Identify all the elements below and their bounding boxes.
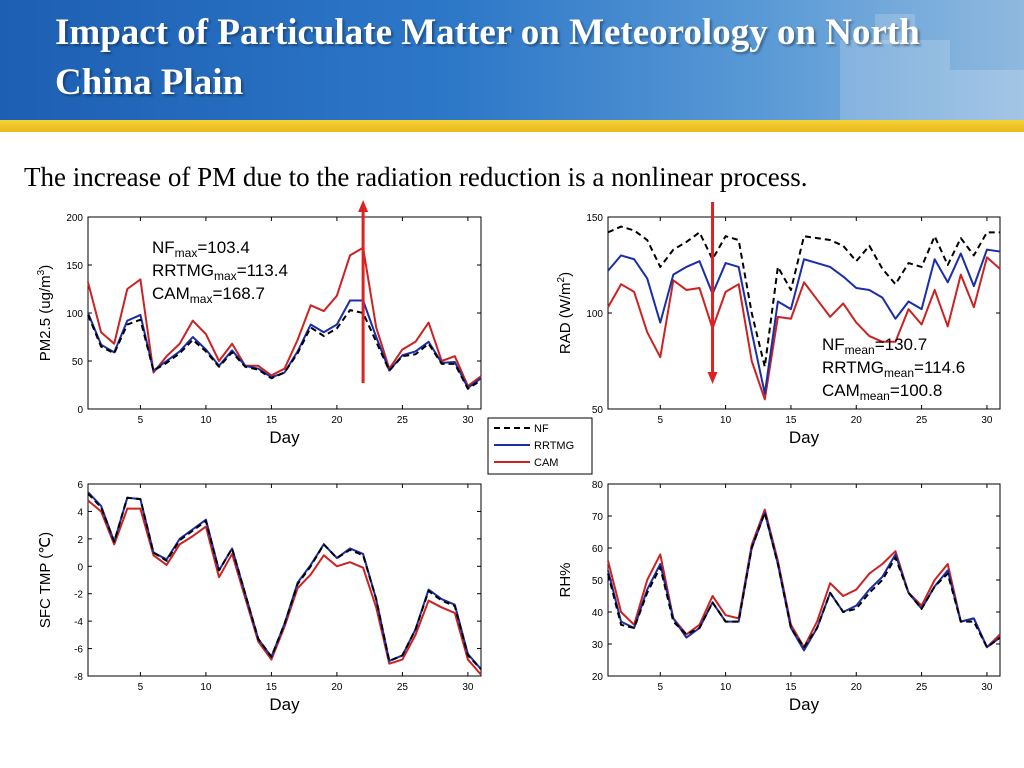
x-tick-label: 10 [200,415,212,426]
x-tick-label: 20 [851,415,863,426]
y-axis-label: RH% [557,562,574,597]
x-tick-label: 30 [462,415,474,426]
y-tick-label: 0 [77,562,83,573]
annotation-cam: CAMmean=100.8 [822,381,942,403]
annotation-nf: NFmean=130.7 [822,335,927,357]
y-tick-label: 0 [77,405,83,416]
y-tick-label: 50 [72,357,84,368]
y-tick-label: -8 [74,672,83,683]
slide-subtitle: The increase of PM due to the radiation … [24,162,808,192]
chart-panel-1: 0 50 100 150 200 5 10 15 20 25 30 Day PM2.5 (ug/m3) N… [36,200,482,447]
x-tick-label: 10 [200,682,212,693]
x-tick-label: 25 [397,415,409,426]
building-wing [950,70,1024,122]
x-axis-label: Day [269,695,300,714]
legend-label-nf: NF [534,423,549,435]
y-tick-label: 40 [592,608,604,619]
series-line-nf [87,492,482,670]
y-axis-label: RAD (W/m2) [556,272,574,354]
x-tick-label: 5 [138,682,144,693]
y-axis-label: PM2.5 (ug/m3) [36,265,54,361]
building-silhouette [840,40,950,122]
y-tick-label: 150 [66,261,83,272]
series-line-nf [87,309,482,390]
series-line-cam [607,256,1001,401]
x-tick-label: 20 [851,682,863,693]
y-tick-label: 70 [592,512,604,523]
x-tick-label: 20 [331,682,343,693]
x-axis-label: Day [789,695,820,714]
series-line-rrtmg [87,491,482,670]
x-tick-label: 25 [397,682,409,693]
building-tower [875,14,915,44]
x-tick-label: 15 [266,415,278,426]
series-line-nf [607,225,1000,368]
y-tick-label: 60 [592,544,604,555]
x-axis-label: Day [269,428,300,447]
header-accent-stripe [0,120,1024,132]
annotation-rrtmg: RRTMGmax=113.4 [152,261,288,283]
x-tick-label: 10 [720,682,732,693]
plot-frame [87,483,482,677]
arrow-head [358,200,369,212]
series-line-rrtmg [87,299,482,389]
slide-title: Impact of Particulate Matter on Meteorol… [55,12,920,103]
arrow-head [707,372,718,384]
x-tick-label: 25 [916,682,928,693]
y-tick-label: 4 [77,507,83,518]
annotation-nf: NFmax=103.4 [152,238,250,260]
legend-label-cam: CAM [534,457,558,469]
x-tick-label: 5 [657,682,663,693]
series-line-rrtmg [607,248,1001,395]
y-tick-label: 6 [77,480,83,491]
y-tick-label: 50 [592,576,604,587]
y-tick-label: -6 [74,645,83,656]
y-tick-label: 80 [592,480,604,491]
legend-label-rrtmg: RRTMG [534,440,574,452]
chart-panel-3: -8 -6 -4 -2 0 2 4 6 5 10 15 20 25 30 Day SFC TMP (℃) [37,480,482,714]
chart-panel-2: 50 100 150 5 10 15 20 25 30 Day RAD (W/m2) NFmean=1… [556,202,1001,447]
x-axis-label: Day [789,428,820,447]
series-line-nf [607,511,1001,649]
y-tick-label: 200 [66,213,83,224]
series-line-cam [87,499,482,676]
y-axis-label: SFC TMP (℃) [37,532,54,628]
y-tick-label: 20 [592,672,604,683]
x-tick-label: 20 [331,415,343,426]
x-tick-label: 10 [720,415,732,426]
x-tick-label: 15 [785,682,797,693]
x-tick-label: 5 [138,415,144,426]
plot-frame [87,216,482,410]
y-tick-label: 2 [77,535,83,546]
x-tick-label: 30 [981,682,993,693]
header-banner [0,0,1024,122]
y-tick-label: 100 [586,309,603,320]
y-tick-label: 30 [592,640,604,651]
annotation-cam: CAMmax=168.7 [152,284,265,306]
y-tick-label: 50 [592,405,604,416]
y-tick-label: 150 [586,213,603,224]
y-tick-label: 100 [66,309,83,320]
x-tick-label: 5 [657,415,663,426]
legend: NF RRTMG CAM [487,417,593,475]
x-tick-label: 15 [785,415,797,426]
x-tick-label: 25 [916,415,928,426]
x-tick-label: 30 [981,415,993,426]
x-tick-label: 30 [462,682,474,693]
x-tick-label: 15 [266,682,278,693]
chart-panel-4: 20 30 40 50 60 70 80 5 10 15 20 25 30 Day RH% [557,480,1001,714]
series-line-cam [87,246,482,387]
annotation-rrtmg: RRTMGmean=114.6 [822,358,965,380]
y-tick-label: -2 [74,590,83,601]
y-tick-label: -4 [74,617,83,628]
